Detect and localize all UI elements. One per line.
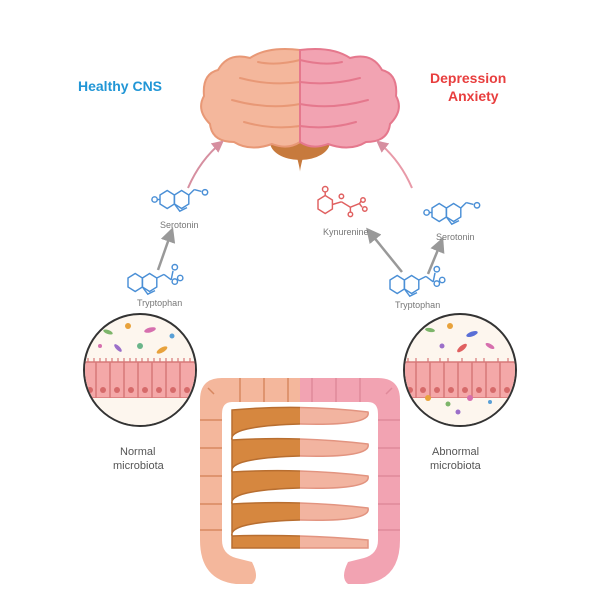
label-kynurenine: Kynurenine xyxy=(323,227,369,237)
label-tryptophan-left: Tryptophan xyxy=(137,298,182,308)
label-tryptophan-right: Tryptophan xyxy=(395,300,440,310)
label-serotonin-right: Serotonin xyxy=(436,232,475,242)
intestines xyxy=(200,378,400,584)
molecule-kynurenine xyxy=(318,187,367,217)
arrow-trp-kyn xyxy=(368,230,402,272)
microbiota-abnormal xyxy=(404,314,516,428)
caption-abnormal-2: microbiota xyxy=(430,459,481,473)
label-depression: Depression xyxy=(430,70,506,87)
brain xyxy=(201,49,399,172)
microbiota-normal xyxy=(84,314,196,428)
label-healthy-cns: Healthy CNS xyxy=(78,78,162,95)
arrow-trp-ser-left xyxy=(158,230,172,270)
arrow-left-to-brain xyxy=(188,142,222,188)
molecule-tryptophan-right xyxy=(390,267,445,297)
caption-abnormal-1: Abnormal xyxy=(432,445,479,459)
arrow-right-to-brain xyxy=(378,142,412,188)
molecule-tryptophan-left xyxy=(128,265,183,295)
label-serotonin-left: Serotonin xyxy=(160,220,199,230)
label-anxiety: Anxiety xyxy=(448,88,499,105)
molecule-serotonin-left xyxy=(152,190,208,212)
caption-normal-2: microbiota xyxy=(113,459,164,473)
molecule-serotonin-right xyxy=(424,203,480,225)
caption-normal-1: Normal xyxy=(120,445,155,459)
